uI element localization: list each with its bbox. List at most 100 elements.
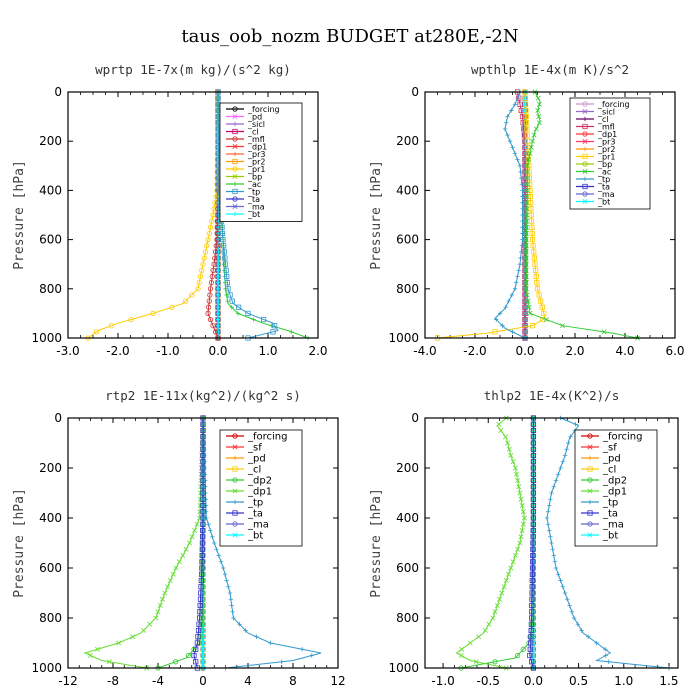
- series-point: [224, 280, 230, 286]
- series-point: [309, 653, 314, 658]
- series-point: [521, 126, 527, 132]
- series-point: [279, 659, 284, 664]
- series-point: [527, 646, 533, 652]
- series-point: [215, 280, 221, 285]
- series-point: [530, 490, 537, 496]
- series-point: [459, 646, 465, 652]
- series-point: [524, 224, 530, 230]
- series-point: [536, 292, 542, 298]
- legend-marker: [587, 466, 593, 472]
- series-point: [473, 659, 479, 665]
- series-point: [95, 646, 101, 652]
- series-point: [206, 230, 212, 237]
- legend-marker: [582, 191, 588, 197]
- series-point: [520, 194, 525, 199]
- series-point: [558, 578, 563, 583]
- series-point: [603, 653, 608, 658]
- series-point: [205, 310, 211, 316]
- series-point: [153, 615, 159, 621]
- series-point: [503, 578, 509, 583]
- series-point: [523, 267, 529, 273]
- legend-marker: [232, 174, 238, 179]
- series-point: [185, 652, 191, 659]
- series-point: [553, 565, 559, 571]
- series-point: [214, 547, 219, 552]
- legend-label: _tp: [247, 498, 263, 509]
- series-point: [526, 157, 532, 163]
- series-point: [533, 267, 539, 273]
- y-tick-label: 800: [39, 611, 62, 625]
- series-point: [245, 310, 251, 317]
- figure-title: taus_oob_nozm BUDGET at280E,-2N: [181, 26, 518, 47]
- series-point: [515, 652, 521, 659]
- legend-label: _ac: [597, 167, 611, 176]
- legend-marker: [232, 477, 238, 483]
- series-point: [548, 534, 553, 539]
- series-point: [198, 577, 204, 584]
- series-point: [530, 138, 535, 144]
- series-point: [550, 547, 555, 552]
- x-tick-label: -1.0: [431, 674, 454, 688]
- series-point: [520, 231, 525, 236]
- series-point: [200, 490, 206, 496]
- panel-4: thlp2 1E-4x(K^2)/s Pressure [hPa] -1.0 -0.5…: [369, 388, 679, 688]
- x-tick-label: -12: [58, 674, 78, 688]
- series-point: [528, 621, 534, 627]
- series-point: [529, 609, 535, 615]
- series-point: [204, 243, 210, 249]
- legend-box: [569, 97, 651, 210]
- series-point: [548, 497, 553, 502]
- series-point: [510, 459, 516, 465]
- series-point: [553, 478, 559, 483]
- series-point: [207, 292, 213, 298]
- series-point: [534, 280, 540, 286]
- series-point: [517, 490, 523, 496]
- legend-marker: [587, 521, 593, 527]
- series-point: [512, 553, 518, 558]
- y-tick-label: 200: [396, 461, 419, 475]
- x-tick-label: -4: [152, 674, 164, 688]
- series-point: [508, 453, 514, 458]
- series-point: [530, 243, 536, 249]
- series-point: [522, 95, 528, 101]
- legend-marker: [582, 101, 588, 107]
- series-point: [515, 546, 521, 552]
- series-point: [210, 534, 215, 539]
- x-tick-label: -3.0: [56, 344, 79, 358]
- series-point: [209, 273, 215, 280]
- legend-label: _pr2: [597, 145, 615, 154]
- series-point: [272, 323, 278, 329]
- plot-frame: [67, 417, 339, 669]
- series-point: [527, 193, 533, 200]
- series-point: [200, 515, 206, 521]
- series-point: [219, 230, 226, 237]
- legend-label: _ma: [247, 520, 269, 531]
- series-point: [549, 490, 554, 496]
- series-point: [528, 212, 534, 218]
- series-point: [215, 95, 221, 101]
- series-point: [515, 478, 521, 483]
- series-point: [200, 452, 206, 459]
- series-point: [530, 452, 537, 459]
- series-point: [519, 182, 525, 187]
- series-point: [524, 200, 530, 206]
- series-point: [467, 640, 473, 646]
- series-point: [527, 652, 533, 659]
- series-point: [594, 640, 599, 646]
- series-point: [200, 502, 206, 509]
- series-point: [525, 187, 530, 193]
- legend-marker: [232, 151, 238, 157]
- series-point: [490, 615, 496, 621]
- series-point: [520, 206, 525, 212]
- series-point: [551, 484, 556, 489]
- legend-label: _ta: [602, 509, 618, 520]
- series-point: [227, 292, 233, 298]
- series-point: [224, 273, 230, 280]
- series-point: [520, 646, 526, 652]
- series-point: [519, 528, 525, 533]
- legend-label: _pr1: [247, 165, 265, 174]
- series-point: [534, 286, 541, 292]
- series-point: [558, 465, 563, 471]
- series-point: [200, 646, 206, 652]
